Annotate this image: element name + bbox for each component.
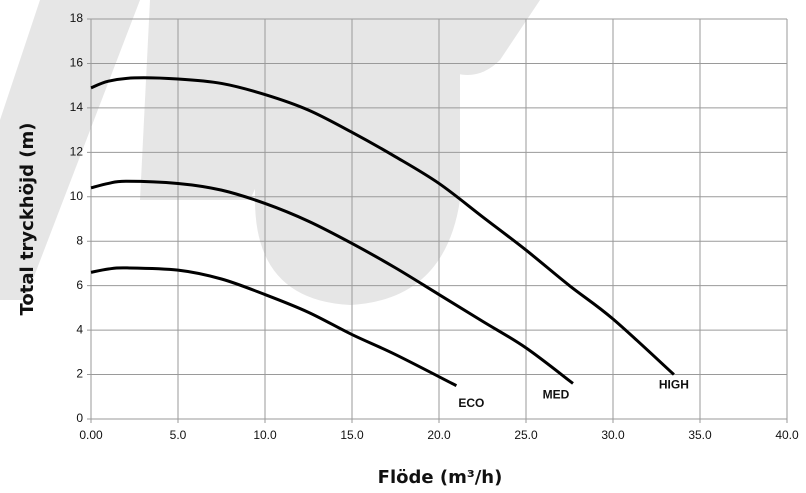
- curve: [90, 266, 458, 388]
- y-tick-label: 8: [76, 233, 83, 247]
- y-tick-label: 16: [70, 56, 84, 70]
- x-tick-label: 5.0: [170, 428, 187, 442]
- y-tick-label: 12: [70, 145, 84, 159]
- y-tick-label: 10: [70, 189, 84, 203]
- y-tick-label: 2: [76, 367, 83, 381]
- x-tick-label: 25.0: [514, 428, 538, 442]
- x-tick-label: 35.0: [688, 428, 712, 442]
- y-axis-title: Total tryckhöjd (m): [17, 122, 38, 315]
- y-tick-label: 4: [76, 322, 83, 336]
- y-tick-label: 14: [70, 100, 84, 114]
- x-tick-label: 30.0: [601, 428, 625, 442]
- y-tick-label: 0: [76, 411, 83, 425]
- series-label: ECO: [458, 396, 484, 410]
- y-tick-label: 18: [70, 11, 84, 25]
- series-label: MED: [543, 388, 570, 402]
- series-label: HIGH: [659, 378, 689, 392]
- x-tick-label: 40.0: [775, 428, 799, 442]
- x-axis-title: Flöde (m³/h): [378, 467, 503, 488]
- x-tick-label: 10.0: [253, 428, 277, 442]
- y-tick-label: 6: [76, 278, 83, 292]
- x-tick-label: 20.0: [427, 428, 451, 442]
- x-tick-label: 0.00: [79, 428, 103, 442]
- curve: [90, 179, 574, 385]
- x-tick-label: 15.0: [340, 428, 364, 442]
- curve: [90, 76, 675, 376]
